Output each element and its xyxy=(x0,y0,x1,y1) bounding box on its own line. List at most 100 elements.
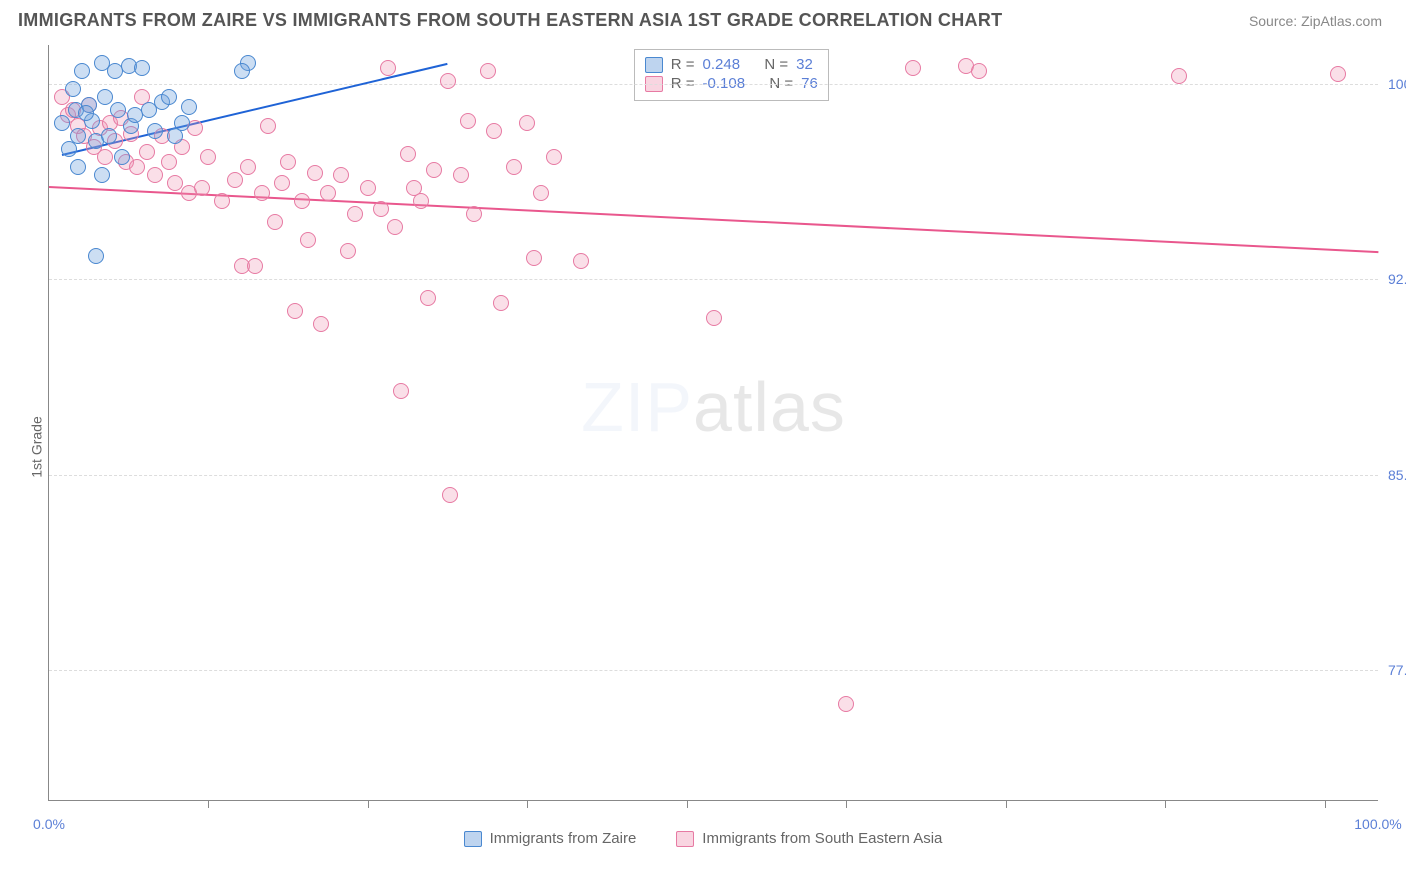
data-point-pink xyxy=(466,206,482,222)
data-point-pink xyxy=(240,159,256,175)
legend-label-blue: Immigrants from Zaire xyxy=(490,830,637,847)
data-point-pink xyxy=(280,154,296,170)
data-point-pink xyxy=(706,310,722,326)
data-point-blue xyxy=(88,248,104,264)
series-legend: Immigrants from Zaire Immigrants from So… xyxy=(0,830,1406,847)
data-point-blue xyxy=(101,128,117,144)
data-point-pink xyxy=(274,175,290,191)
data-point-pink xyxy=(393,383,409,399)
data-point-pink xyxy=(493,295,509,311)
data-point-pink xyxy=(200,149,216,165)
y-tick-label: 85.0% xyxy=(1380,467,1406,483)
data-point-pink xyxy=(519,115,535,131)
swatch-blue-icon xyxy=(464,831,482,847)
data-point-pink xyxy=(161,154,177,170)
x-tick xyxy=(1165,800,1166,808)
data-point-blue xyxy=(70,159,86,175)
watermark: ZIPatlas xyxy=(581,367,846,447)
data-point-pink xyxy=(360,180,376,196)
data-point-pink xyxy=(320,185,336,201)
legend-row-blue: R = 0.248 N = 32 xyxy=(645,56,818,73)
y-tick-label: 100.0% xyxy=(1380,76,1406,92)
data-point-pink xyxy=(287,303,303,319)
x-tick xyxy=(527,800,528,808)
data-point-pink xyxy=(453,167,469,183)
chart-title: IMMIGRANTS FROM ZAIRE VS IMMIGRANTS FROM… xyxy=(18,10,1002,31)
gridline xyxy=(49,475,1378,476)
data-point-pink xyxy=(506,159,522,175)
y-axis-label: 1st Grade xyxy=(29,416,45,477)
data-point-blue xyxy=(174,115,190,131)
x-tick xyxy=(1006,800,1007,808)
x-tick xyxy=(846,800,847,808)
data-point-pink xyxy=(486,123,502,139)
data-point-blue xyxy=(161,89,177,105)
n-value-blue: 32 xyxy=(796,56,813,73)
data-point-pink xyxy=(267,214,283,230)
data-point-pink xyxy=(260,118,276,134)
x-tick xyxy=(1325,800,1326,808)
data-point-pink xyxy=(139,144,155,160)
data-point-pink xyxy=(905,60,921,76)
data-point-blue xyxy=(110,102,126,118)
data-point-pink xyxy=(480,63,496,79)
x-tick xyxy=(687,800,688,808)
correlation-legend-box: R = 0.248 N = 32 R = -0.108 N = 76 xyxy=(634,49,829,101)
legend-item-pink: Immigrants from South Eastern Asia xyxy=(676,830,942,847)
data-point-pink xyxy=(573,253,589,269)
data-point-pink xyxy=(307,165,323,181)
source-attribution: Source: ZipAtlas.com xyxy=(1249,13,1382,29)
data-point-blue xyxy=(70,128,86,144)
data-point-blue xyxy=(134,60,150,76)
data-point-blue xyxy=(94,167,110,183)
data-point-pink xyxy=(97,149,113,165)
data-point-pink xyxy=(373,201,389,217)
data-point-blue xyxy=(97,89,113,105)
plot-area: ZIPatlas R = 0.248 N = 32 R = -0.108 N =… xyxy=(48,45,1378,801)
legend-label-pink: Immigrants from South Eastern Asia xyxy=(702,830,942,847)
data-point-blue xyxy=(78,105,94,121)
data-point-pink xyxy=(442,487,458,503)
data-point-pink xyxy=(340,243,356,259)
legend-item-blue: Immigrants from Zaire xyxy=(464,830,637,847)
data-point-pink xyxy=(254,185,270,201)
data-point-blue xyxy=(147,123,163,139)
data-point-pink xyxy=(460,113,476,129)
data-point-blue xyxy=(181,99,197,115)
x-tick xyxy=(208,800,209,808)
data-point-pink xyxy=(194,180,210,196)
data-point-pink xyxy=(227,172,243,188)
data-point-pink xyxy=(526,250,542,266)
data-point-pink xyxy=(380,60,396,76)
r-label: R = xyxy=(671,56,695,73)
data-point-pink xyxy=(247,258,263,274)
data-point-blue xyxy=(54,115,70,131)
swatch-blue-icon xyxy=(645,57,663,73)
data-point-blue xyxy=(65,81,81,97)
data-point-blue xyxy=(114,149,130,165)
data-point-pink xyxy=(347,206,363,222)
data-point-pink xyxy=(294,193,310,209)
data-point-pink xyxy=(1171,68,1187,84)
trend-line-pink xyxy=(49,186,1378,253)
n-label: N = xyxy=(764,56,788,73)
gridline xyxy=(49,279,1378,280)
data-point-pink xyxy=(533,185,549,201)
data-point-pink xyxy=(300,232,316,248)
x-tick xyxy=(368,800,369,808)
y-tick-label: 77.5% xyxy=(1380,662,1406,678)
swatch-pink-icon xyxy=(676,831,694,847)
chart-container: 1st Grade ZIPatlas R = 0.248 N = 32 R = … xyxy=(0,37,1406,857)
data-point-pink xyxy=(147,167,163,183)
data-point-pink xyxy=(129,159,145,175)
data-point-pink xyxy=(1330,66,1346,82)
gridline xyxy=(49,670,1378,671)
data-point-pink xyxy=(420,290,436,306)
data-point-pink xyxy=(440,73,456,89)
data-point-pink xyxy=(333,167,349,183)
data-point-pink xyxy=(400,146,416,162)
data-point-blue xyxy=(74,63,90,79)
r-value-blue: 0.248 xyxy=(703,56,741,73)
data-point-blue xyxy=(234,63,250,79)
data-point-pink xyxy=(426,162,442,178)
